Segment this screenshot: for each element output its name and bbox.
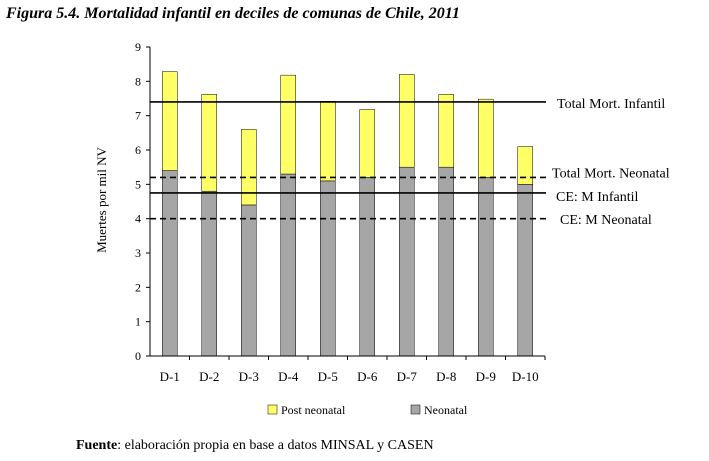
x-tick-label: D-5 <box>318 369 338 384</box>
source-label: Fuente <box>76 438 118 453</box>
legend-label: Neonatal <box>424 403 468 417</box>
reference-line-label: CE: M Infantil <box>556 190 639 205</box>
y-tick-label: 5 <box>135 177 141 191</box>
x-tick-label: D-4 <box>278 369 299 384</box>
bar-neonatal <box>162 170 178 357</box>
bar-post-neonatal <box>399 74 415 168</box>
x-tick-label: D-6 <box>357 369 378 384</box>
legend-swatch <box>410 404 421 415</box>
bar-neonatal <box>201 190 217 357</box>
x-tick-label: D-1 <box>160 369 180 384</box>
reference-line-label: CE: M Neonatal <box>560 213 652 228</box>
reference-lines: Total Mort. Infantil Total Mort. Neonatal… <box>150 97 670 228</box>
reference-line-label: Total Mort. Infantil <box>557 97 665 112</box>
bar-neonatal <box>517 184 533 357</box>
y-tick-label: 3 <box>135 246 141 260</box>
bar-post-neonatal <box>201 94 217 192</box>
legend-label: Post neonatal <box>281 403 346 417</box>
y-tick-label: 7 <box>135 109 141 123</box>
x-tick-label: D-8 <box>436 369 456 384</box>
figure-source: Fuente: elaboración propia en base a dat… <box>76 438 434 454</box>
y-tick-label: 2 <box>135 280 141 294</box>
x-tick-label: D-2 <box>199 369 219 384</box>
bar-neonatal <box>399 166 415 357</box>
bars <box>162 71 533 357</box>
x-axis: D-1 D-2 D-3 D-4 D-5 D-6 D-7 D-8 D-9 D-10 <box>150 355 546 384</box>
y-axis-label: Muertes por mil NV <box>94 146 109 252</box>
bar-post-neonatal <box>320 100 336 182</box>
bar-post-neonatal <box>438 94 454 168</box>
x-tick-label: D-7 <box>397 369 418 384</box>
bar-neonatal <box>359 177 375 357</box>
y-tick-label: 4 <box>135 212 141 226</box>
bar-post-neonatal <box>280 74 296 175</box>
legend-swatch <box>267 404 278 415</box>
y-tick-label: 0 <box>135 349 141 363</box>
x-tick-label: D-3 <box>239 369 259 384</box>
bar-post-neonatal <box>359 109 375 178</box>
x-tick-label: D-10 <box>512 369 539 384</box>
bar-neonatal <box>478 177 494 357</box>
bar-post-neonatal <box>478 98 494 178</box>
figure-title: Figura 5.4. Mortalidad infantil en decil… <box>6 5 460 22</box>
bar-neonatal <box>241 204 257 357</box>
bar-neonatal <box>320 180 336 357</box>
bar-neonatal <box>438 166 454 357</box>
y-tick-label: 9 <box>135 40 141 54</box>
x-tick-label: D-9 <box>476 369 496 384</box>
reference-line-label: Total Mort. Neonatal <box>552 166 670 181</box>
y-tick-label: 1 <box>135 315 141 329</box>
y-tick-label: 6 <box>135 143 141 157</box>
legend: Post neonatal Neonatal <box>267 403 468 417</box>
bar-post-neonatal <box>517 146 533 185</box>
source-text: : elaboración propia en base a datos MIN… <box>117 438 434 453</box>
bar-post-neonatal <box>162 71 178 171</box>
bar-post-neonatal <box>241 129 257 206</box>
bar-neonatal <box>280 173 296 357</box>
y-tick-label: 8 <box>135 74 141 88</box>
y-axis: 0 1 2 3 4 5 6 7 8 9 <box>135 40 151 363</box>
